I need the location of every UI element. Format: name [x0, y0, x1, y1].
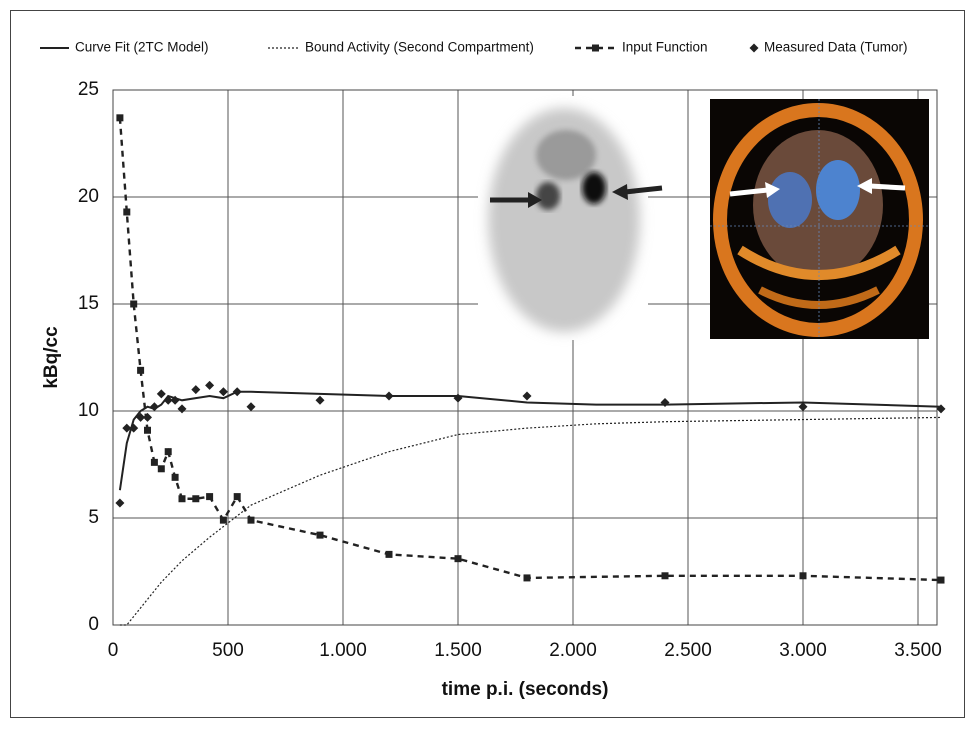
marker-diamond: [750, 44, 759, 53]
marker-diamond: [157, 389, 166, 398]
marker-square: [220, 517, 227, 524]
legend-item: Measured Data (Tumor): [750, 40, 908, 55]
chart: 0 5 10 15 20 25 0 500 1.000 1.500 2.000 2.500 3.000 3…: [0, 0, 975, 728]
legend-item: Bound Activity (Second Compartment): [268, 40, 534, 55]
marker-square: [144, 427, 151, 434]
marker-diamond: [661, 398, 670, 407]
legend-item: Curve Fit (2TC Model): [40, 40, 209, 55]
marker-square: [116, 114, 123, 121]
x-tick-label: 3.500: [894, 640, 942, 661]
marker-diamond: [316, 396, 325, 405]
pet-image: [478, 96, 662, 340]
marker-square: [158, 465, 165, 472]
x-tick-label: 2.000: [549, 640, 597, 661]
marker-square: [123, 208, 130, 215]
marker-square: [179, 495, 186, 502]
marker-diamond: [178, 404, 187, 413]
marker-square: [662, 572, 669, 579]
marker-square: [592, 45, 599, 52]
x-axis-title: time p.i. (seconds): [442, 679, 609, 700]
marker-square: [455, 555, 462, 562]
x-tick-label: 2.500: [664, 640, 712, 661]
marker-diamond: [191, 385, 200, 394]
marker-diamond: [115, 499, 124, 508]
legend-label: Measured Data (Tumor): [764, 40, 908, 55]
marker-diamond: [150, 402, 159, 411]
marker-square: [386, 551, 393, 558]
marker-square: [938, 577, 945, 584]
series-line: [120, 417, 941, 625]
y-tick-label: 10: [78, 400, 99, 421]
x-tick-label: 1.000: [319, 640, 367, 661]
y-tick-label: 15: [78, 293, 99, 314]
marker-square: [165, 448, 172, 455]
marker-diamond: [143, 413, 152, 422]
marker-square: [172, 474, 179, 481]
legend-label: Bound Activity (Second Compartment): [305, 40, 534, 55]
marker-square: [800, 572, 807, 579]
y-axis-title: kBq/cc: [41, 326, 62, 389]
fusion-image: [710, 99, 929, 339]
x-tick-label: 3.000: [779, 640, 827, 661]
marker-square: [130, 301, 137, 308]
series-line: [120, 392, 941, 490]
marker-square: [137, 367, 144, 374]
marker-diamond: [454, 394, 463, 403]
y-tick-label: 20: [78, 186, 99, 207]
marker-diamond: [385, 392, 394, 401]
marker-square: [206, 493, 213, 500]
y-tick-label: 0: [88, 614, 99, 635]
marker-square: [524, 574, 531, 581]
marker-square: [192, 495, 199, 502]
y-tick-label: 25: [78, 79, 99, 100]
marker-diamond: [247, 402, 256, 411]
legend-item: Input Function: [575, 40, 708, 55]
y-tick-label: 5: [88, 507, 99, 528]
page: {"chart_data": {"type": "line", "x_label…: [0, 0, 975, 733]
marker-diamond: [799, 402, 808, 411]
marker-square: [234, 493, 241, 500]
marker-diamond: [523, 392, 532, 401]
legend-label: Input Function: [622, 40, 708, 55]
marker-diamond: [219, 387, 228, 396]
marker-diamond: [205, 381, 214, 390]
x-tick-label: 0: [108, 640, 119, 661]
marker-square: [151, 459, 158, 466]
marker-square: [317, 532, 324, 539]
x-tick-label: 500: [212, 640, 244, 661]
legend-label: Curve Fit (2TC Model): [75, 40, 209, 55]
marker-diamond: [233, 387, 242, 396]
marker-square: [248, 517, 255, 524]
x-tick-label: 1.500: [434, 640, 482, 661]
